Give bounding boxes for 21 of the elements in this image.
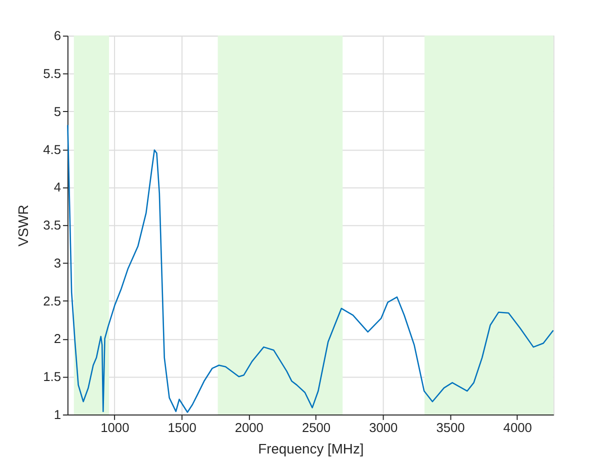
- x-tick-label: 3500: [436, 420, 465, 435]
- y-tick-label: 5: [54, 104, 61, 119]
- y-tick-label: 4.5: [43, 142, 61, 157]
- y-axis-title: VSWR: [15, 204, 32, 246]
- x-tick-label: 1000: [100, 420, 130, 435]
- x-tick-label: 1500: [168, 420, 196, 435]
- y-tick-label: 1.5: [43, 369, 61, 384]
- x-axis-title: Frequency [MHz]: [258, 440, 364, 457]
- y-tick-label: 2: [54, 331, 61, 346]
- y-tick-label: 2.5: [43, 293, 61, 308]
- y-tick-label: 1: [54, 406, 61, 422]
- x-tick-label: 2000: [234, 420, 264, 435]
- y-tick-label: 4: [54, 180, 61, 195]
- y-tick-label: 3: [54, 255, 61, 270]
- y-tick-label: 6: [54, 28, 61, 44]
- line-series: [67, 124, 554, 413]
- y-tick-label: 5.5: [43, 66, 61, 81]
- x-tick-label: 4000: [503, 420, 532, 435]
- x-tick-label: 2500: [302, 420, 331, 435]
- y-tick-label: 3.5: [43, 218, 61, 233]
- x-tick-label: 3000: [369, 420, 398, 435]
